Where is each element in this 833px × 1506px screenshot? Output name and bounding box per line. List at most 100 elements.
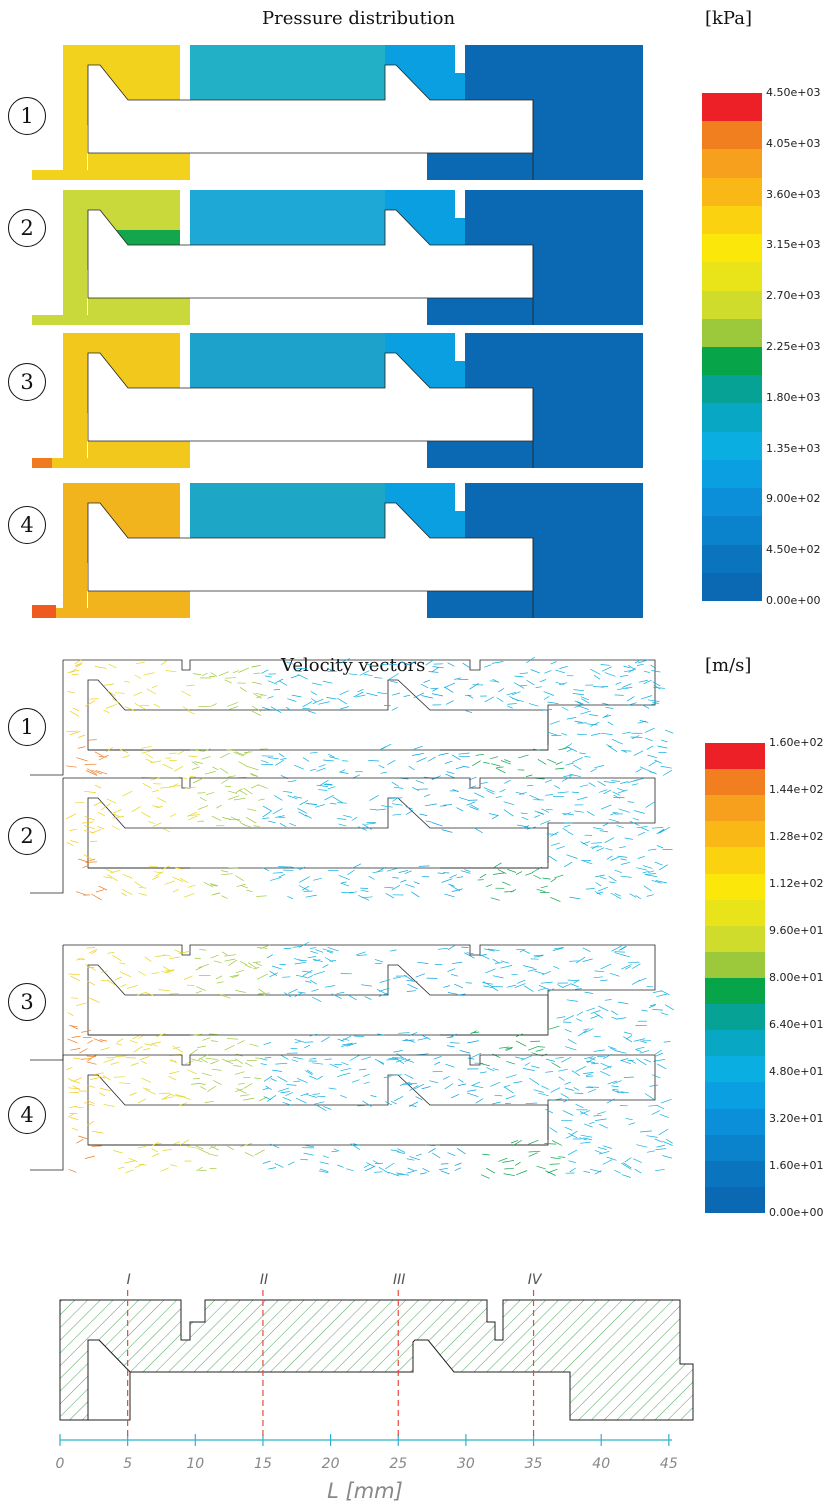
velocity-vector: [457, 1083, 467, 1086]
velocity-vector: [171, 783, 179, 788]
velocity-vector: [537, 987, 546, 991]
velocity-vector: [617, 787, 626, 792]
velocity-vector: [233, 1065, 242, 1067]
velocity-vector: [115, 1055, 127, 1057]
velocity-vector: [515, 871, 523, 875]
velocity-vector: [326, 697, 337, 700]
pressure-region-inlet-foot: [32, 170, 88, 180]
velocity-vector: [545, 1170, 556, 1176]
velocity-vector: [611, 780, 621, 782]
velocity-inlet-wall: [30, 660, 64, 776]
velocity-vector: [479, 873, 487, 879]
velocity-vector: [490, 1081, 501, 1087]
velocity-vector: [490, 897, 500, 901]
velocity-vector: [370, 1095, 377, 1098]
velocity-vector: [384, 886, 394, 889]
velocity-vector: [368, 875, 375, 880]
velocity-vector: [642, 870, 650, 874]
velocity-vector: [509, 696, 519, 702]
velocity-vector: [66, 730, 78, 733]
velocity-vector: [329, 756, 340, 760]
velocity-vector: [594, 1012, 603, 1019]
velocity-vector: [286, 1084, 297, 1086]
velocity-vector: [568, 1132, 578, 1139]
velocity-vector: [341, 882, 350, 887]
velocity-vector: [87, 1054, 97, 1062]
velocity-vector: [662, 1155, 673, 1159]
velocity-vector: [397, 1148, 406, 1153]
velocity-vector: [544, 779, 553, 783]
velocity-vector: [564, 1126, 573, 1131]
velocity-vector: [235, 1088, 244, 1093]
velocity-vector: [600, 979, 608, 982]
velocity-vector: [310, 979, 317, 985]
velocity-vector: [188, 710, 196, 715]
velocity-vector: [416, 757, 427, 763]
velocity-vector: [298, 866, 306, 871]
velocity-vector: [523, 985, 534, 992]
velocity-vector: [643, 679, 652, 685]
geometry-section-label: II: [260, 1272, 268, 1288]
velocity-vector: [567, 979, 579, 982]
velocity-vector: [360, 889, 369, 892]
velocity-vector: [636, 1058, 647, 1066]
velocity-vector: [565, 762, 574, 766]
velocity-vector: [99, 1039, 108, 1042]
velocity-vector: [504, 1167, 514, 1170]
velocity-vector: [562, 827, 569, 832]
velocity-vector: [519, 948, 526, 953]
velocity-vector: [365, 663, 374, 667]
velocity-vector: [305, 1070, 313, 1076]
velocity-vector: [210, 954, 219, 959]
velocity-vector: [253, 672, 261, 675]
velocity-vector: [538, 1092, 549, 1097]
velocity-vector: [620, 1091, 629, 1094]
velocity-vector: [340, 771, 349, 774]
velocity-vector: [574, 700, 585, 706]
velocity-vector: [199, 949, 207, 951]
velocity-vector: [550, 878, 557, 883]
velocity-vector: [466, 801, 476, 806]
velocity-vector: [643, 670, 650, 673]
velocity-vector: [600, 664, 611, 666]
velocity-vector: [417, 1037, 429, 1041]
velocity-vector: [392, 813, 401, 816]
geometry-axis-tick-label: 30: [457, 1456, 475, 1472]
velocity-vector: [130, 1062, 139, 1066]
velocity-vector: [305, 980, 312, 983]
velocity-vector: [309, 947, 317, 949]
pressure-solid: [87, 64, 534, 154]
velocity-vector: [324, 985, 336, 988]
velocity-vector: [312, 958, 323, 963]
velocity-vector: [576, 1018, 583, 1022]
velocity-vector: [69, 1105, 77, 1108]
velocity-vector: [329, 960, 336, 962]
velocity-vector: [66, 765, 77, 768]
velocity-vector: [563, 774, 574, 777]
velocity-vector: [607, 721, 614, 726]
velocity-vector: [135, 661, 145, 665]
velocity-colorbar: 1.60e+02 1.44e+02 1.28e+02 1.12e+02 9.60e+01…: [705, 736, 833, 1219]
velocity-vector: [598, 789, 608, 793]
velocity-vector: [565, 1046, 577, 1051]
velocity-vector: [440, 1170, 450, 1175]
velocity-vector: [192, 673, 202, 675]
pressure-colorbar-swatch: [702, 459, 762, 489]
velocity-vector: [405, 1038, 416, 1043]
pressure-region-inlet: [63, 190, 87, 325]
geometry-axis-tick-label: 20: [322, 1456, 340, 1472]
velocity-vector: [327, 670, 337, 673]
velocity-vector: [620, 1058, 629, 1061]
velocity-vector: [280, 757, 287, 760]
velocity-vector: [561, 1056, 572, 1063]
pressure-solid: [87, 502, 534, 592]
velocity-vector: [218, 671, 229, 677]
velocity-vector: [652, 701, 659, 704]
velocity-vector: [574, 988, 582, 990]
velocity-vector: [620, 875, 632, 878]
velocity-vector: [589, 714, 598, 717]
velocity-vector: [458, 797, 469, 801]
velocity-vector: [510, 889, 517, 893]
velocity-vector: [391, 781, 399, 787]
velocity-vector: [597, 1146, 607, 1150]
